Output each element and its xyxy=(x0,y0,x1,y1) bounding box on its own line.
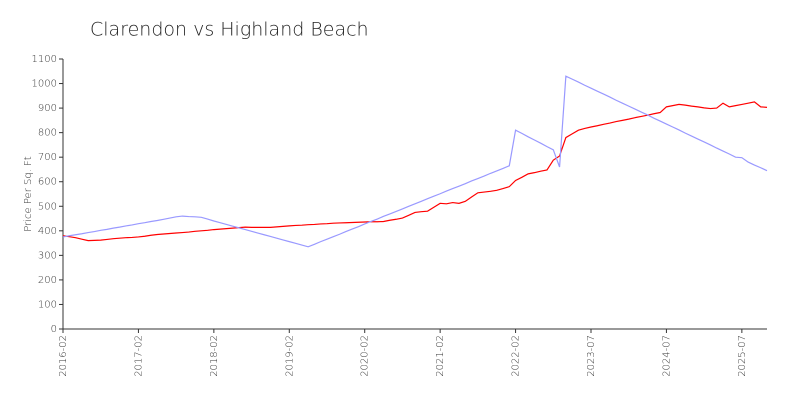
y-tick-label: 700 xyxy=(38,152,57,163)
y-tick-label: 0 xyxy=(51,324,57,335)
x-tick-label: 2025-07 xyxy=(737,335,748,377)
y-tick-label: 400 xyxy=(38,226,57,237)
y-tick-label: 1100 xyxy=(32,54,57,65)
x-tick-label: 2022-02 xyxy=(511,335,522,377)
y-axis-label: Price Per Sq. Ft xyxy=(23,156,34,231)
y-tick-label: 600 xyxy=(38,177,57,188)
x-tick-label: 2019-02 xyxy=(284,335,295,377)
y-tick-label: 100 xyxy=(38,299,57,310)
y-tick-label: 200 xyxy=(38,275,57,286)
chart-title: Clarendon vs Highland Beach xyxy=(90,19,369,41)
x-tick-label: 2016-02 xyxy=(58,335,69,377)
x-tick-label: 2017-02 xyxy=(133,335,144,377)
y-tick-label: 500 xyxy=(38,201,57,212)
y-tick-label: 800 xyxy=(38,128,57,139)
series-line xyxy=(62,101,768,242)
y-tick-label: 900 xyxy=(38,103,57,114)
x-tick-label: 2021-02 xyxy=(435,335,446,377)
series-line xyxy=(62,75,768,248)
y-tick-label: 1000 xyxy=(32,79,57,90)
x-tick-label: 2018-02 xyxy=(209,335,220,377)
x-tick-label: 2020-02 xyxy=(360,335,371,377)
x-tick-label: 2023-07 xyxy=(586,335,597,377)
y-tick-label: 300 xyxy=(38,250,57,261)
x-tick-label: 2024-07 xyxy=(661,335,672,377)
